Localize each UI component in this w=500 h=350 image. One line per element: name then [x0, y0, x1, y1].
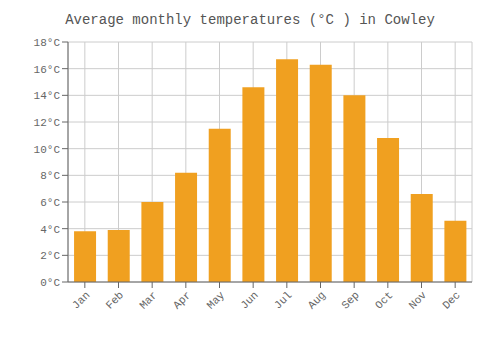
svg-text:Dec: Dec [440, 289, 462, 311]
svg-text:Jun: Jun [238, 289, 260, 311]
svg-text:12°C: 12°C [34, 117, 61, 129]
svg-text:10°C: 10°C [34, 144, 61, 156]
svg-text:Oct: Oct [373, 289, 395, 311]
svg-text:14°C: 14°C [34, 90, 61, 102]
svg-text:0°C: 0°C [40, 277, 60, 289]
svg-text:Mar: Mar [137, 289, 159, 311]
svg-text:Jul: Jul [272, 289, 294, 311]
svg-text:18°C: 18°C [34, 37, 61, 49]
svg-text:2°C: 2°C [40, 250, 60, 262]
svg-text:Nov: Nov [407, 289, 430, 312]
html-text:Average monthly temperatures (: Average monthly temperatures (°C ) in Co… [65, 12, 435, 28]
svg-text:Sep: Sep [339, 289, 361, 311]
svg-text:Feb: Feb [104, 289, 126, 311]
svg-text:May: May [205, 289, 228, 312]
svg-text:8°C: 8°C [40, 170, 60, 182]
svg-text:Jan: Jan [70, 289, 92, 311]
svg-text:16°C: 16°C [34, 64, 61, 76]
svg-text:Aug: Aug [306, 289, 328, 311]
svg-text:6°C: 6°C [40, 197, 60, 209]
svg-text:Apr: Apr [171, 289, 193, 311]
svg-text:4°C: 4°C [40, 224, 60, 236]
